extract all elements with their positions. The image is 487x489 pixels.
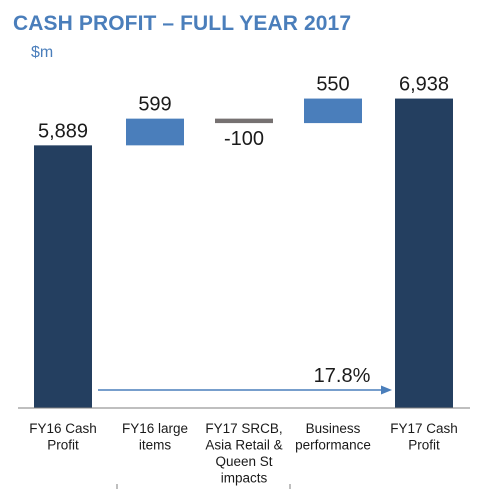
category-label-line: FY16 Cash xyxy=(29,421,97,436)
category-label-1: FY16 Cash Profit xyxy=(29,421,97,453)
category-label-line: Profit xyxy=(408,438,440,453)
bar-3 xyxy=(215,118,273,124)
category-label-line: Queen St xyxy=(215,454,272,469)
category-label-line: items xyxy=(139,438,172,453)
category-label-2: FY16 large items xyxy=(122,421,188,453)
category-label-5: FY17 Cash Profit xyxy=(390,421,458,453)
growth-arrow-head xyxy=(381,385,392,395)
category-label-line: impacts xyxy=(221,471,268,486)
data-label-2: 599 xyxy=(138,94,171,116)
data-label-5: 6,938 xyxy=(399,74,449,96)
bar-2 xyxy=(126,118,184,146)
data-label-1: 5,889 xyxy=(38,120,88,142)
category-label-line: Business xyxy=(306,421,361,436)
chart-title: CASH PROFIT – FULL YEAR 2017 xyxy=(13,12,352,35)
bar-5 xyxy=(395,98,453,409)
data-label-3: -100 xyxy=(224,128,264,150)
bar-1 xyxy=(34,145,92,409)
category-label-line: FY17 Cash xyxy=(390,421,458,436)
bar-4 xyxy=(304,98,362,124)
category-label-3: FY17 SRCB, Asia Retail & Queen St impacts xyxy=(205,421,282,486)
category-label-line: FY17 SRCB, xyxy=(205,421,282,436)
unit-label: $m xyxy=(31,44,54,61)
category-label-line: performance xyxy=(295,438,371,453)
category-label-line: Profit xyxy=(47,438,79,453)
category-label-line: FY16 large xyxy=(122,421,188,436)
category-label-4: Business performance xyxy=(295,421,371,453)
category-label-line: Asia Retail & xyxy=(205,438,282,453)
data-label-4: 550 xyxy=(316,74,349,96)
growth-annotation: 17.8% xyxy=(314,365,371,387)
